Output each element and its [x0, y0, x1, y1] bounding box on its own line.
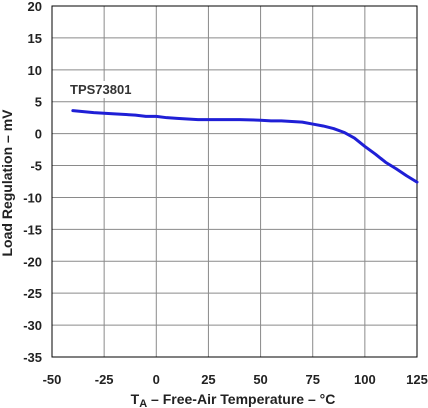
x-axis-title-subscript: A	[139, 398, 147, 408]
x-axis-title-prefix: T	[131, 391, 140, 407]
y-tick-label: -20	[23, 254, 42, 269]
y-tick-labels: 20 15 10 5 0 -5 -10 -15 -20 -25 -30 -35	[23, 0, 42, 365]
y-tick-label: 10	[28, 63, 42, 78]
plot-area-frame	[51, 5, 418, 358]
y-tick-label: -15	[23, 222, 42, 237]
series-layer	[71, 109, 419, 184]
grid-lines	[51, 5, 418, 358]
annotation-background	[67, 81, 135, 98]
y-tick-label: 15	[28, 31, 42, 46]
y-tick-label: -10	[23, 190, 42, 205]
x-tick-label: -50	[43, 372, 62, 387]
x-axis-title-rest: – Free-Air Temperature – °C	[147, 391, 335, 407]
y-axis-title: Load Regulation – mV	[0, 109, 15, 257]
x-tick-label: 75	[305, 372, 319, 387]
x-tick-label: 50	[253, 372, 267, 387]
y-tick-label: 0	[35, 127, 42, 142]
y-tick-label: -35	[23, 350, 42, 365]
y-tick-label: 20	[28, 0, 42, 14]
y-tick-label: 5	[35, 95, 42, 110]
x-tick-label: 100	[354, 372, 376, 387]
x-tick-labels: -50 -25 0 25 50 75 100 125	[43, 372, 428, 387]
y-tick-label: -5	[30, 159, 42, 174]
x-tick-label: -25	[95, 372, 114, 387]
y-tick-label: -25	[23, 286, 42, 301]
series-line	[71, 109, 419, 184]
y-tick-label: -30	[23, 318, 42, 333]
x-tick-label: 125	[406, 372, 428, 387]
x-tick-label: 0	[153, 372, 160, 387]
x-tick-label: 25	[201, 372, 215, 387]
x-axis-title: TA – Free-Air Temperature – °C	[131, 391, 336, 408]
chart-annotation-label: TPS73801	[70, 82, 131, 97]
